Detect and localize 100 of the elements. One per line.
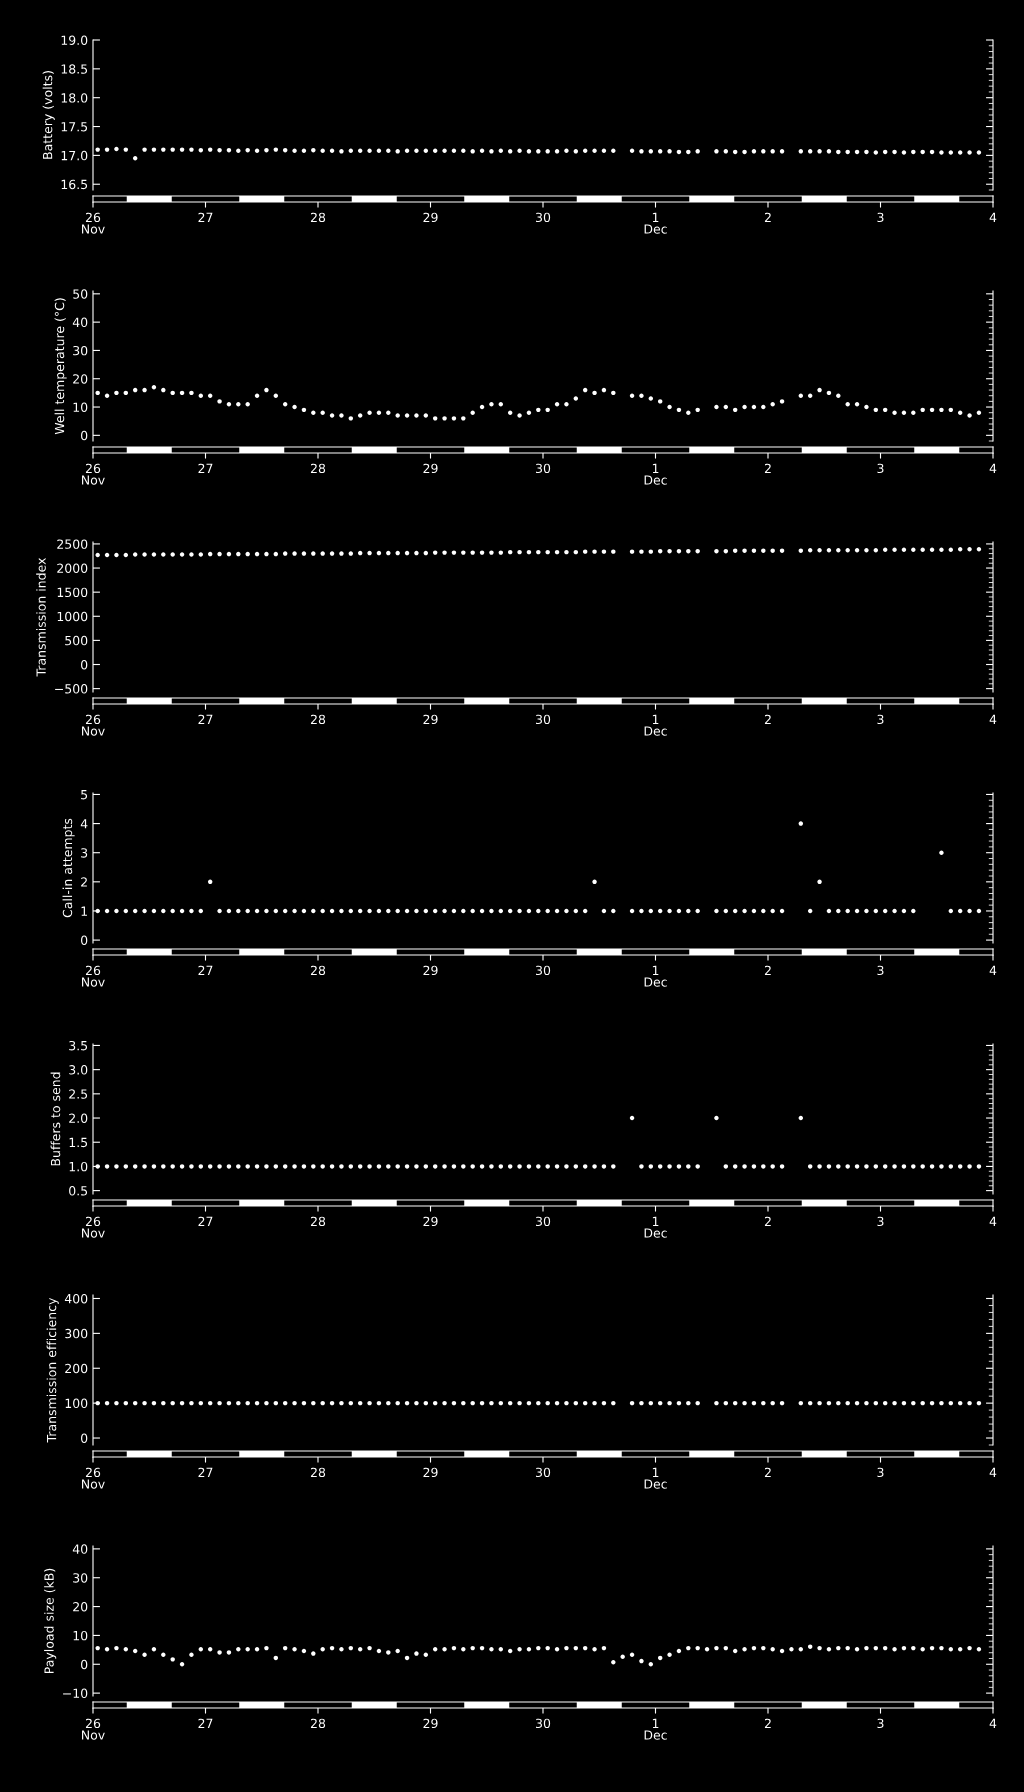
- x-tick-label: 29: [423, 714, 438, 725]
- y-tick-label: 16.5: [61, 179, 88, 190]
- y-tick-label: 0: [81, 1659, 88, 1670]
- x-tick-label: 4: [989, 1216, 997, 1226]
- x-tick-label: 27: [198, 1467, 213, 1477]
- y-tick-label: 18.0: [61, 93, 88, 103]
- y-tick-label: 10: [73, 402, 88, 412]
- x-tick-label: 2: [764, 1718, 771, 1728]
- x-tick-label: 29: [423, 965, 438, 976]
- y-tick-label: 1000: [57, 611, 88, 622]
- x-tick-label: 2: [764, 212, 771, 222]
- x-tick-label: 26 Nov: [82, 714, 105, 736]
- y-tick-label: 40: [72, 1544, 88, 1554]
- y-tick-label: 3.5: [69, 1040, 88, 1051]
- x-tick-label: 1 Dec: [644, 212, 667, 234]
- y-tick-label: 17.5: [61, 122, 88, 132]
- y-tick-label: 20: [73, 374, 88, 384]
- x-tick-label: 27: [198, 463, 213, 473]
- y-axis-title: Transmission efficiency: [46, 1297, 59, 1443]
- x-tick-label: 3: [877, 1467, 884, 1478]
- y-tick-label: 0: [81, 430, 88, 441]
- y-tick-label: 1500: [57, 587, 88, 598]
- x-tick-label: 3: [877, 1216, 884, 1227]
- x-tick-label: 27: [198, 714, 213, 724]
- y-tick-label: 0: [81, 935, 88, 946]
- x-tick-label: 29: [423, 1216, 438, 1227]
- y-axis-title: Transmission index: [36, 557, 46, 677]
- x-tick-label: 26 Nov: [82, 965, 105, 987]
- y-tick-label: 5: [81, 790, 88, 800]
- x-tick-label: 2: [764, 1467, 771, 1477]
- y-tick-label: 30: [73, 345, 88, 356]
- x-tick-label: 1 Dec: [644, 1718, 667, 1740]
- x-tick-label: 30: [536, 463, 551, 474]
- y-tick-label: 19.0: [61, 35, 88, 45]
- x-tick-label: 27: [198, 1216, 213, 1226]
- x-tick-label: 2: [764, 965, 771, 975]
- x-tick-label: 1 Dec: [644, 1216, 667, 1238]
- y-tick-label: 500: [65, 635, 88, 646]
- y-axis-title: Buffers to send: [50, 1072, 61, 1166]
- y-axis-title: Well temperature (°C): [54, 298, 67, 435]
- x-tick-label: 28: [310, 965, 326, 976]
- x-tick-label: 30: [536, 1467, 551, 1478]
- x-tick-label: 28: [310, 1718, 326, 1729]
- y-tick-label: 0: [81, 659, 88, 670]
- y-tick-label: 10: [73, 1630, 88, 1641]
- x-tick-label: 26 Nov: [82, 212, 105, 234]
- x-tick-label: 28: [310, 714, 326, 725]
- x-tick-label: 1 Dec: [644, 714, 667, 736]
- y-tick-label: 300: [65, 1328, 88, 1339]
- x-tick-label: 26 Nov: [82, 1467, 105, 1489]
- x-tick-label: 3: [877, 1718, 884, 1729]
- y-tick-label: 2000: [57, 563, 88, 573]
- x-tick-label: 4: [989, 1467, 997, 1477]
- y-tick-label: 30: [73, 1573, 88, 1583]
- x-tick-label: 30: [536, 965, 551, 976]
- x-tick-label: 26 Nov: [82, 463, 105, 485]
- x-tick-label: 28: [310, 1467, 326, 1478]
- x-tick-label: 27: [198, 212, 213, 222]
- x-tick-label: 2: [764, 714, 771, 724]
- y-tick-label: 50: [73, 289, 88, 299]
- x-tick-label: 1 Dec: [644, 965, 667, 987]
- x-tick-label: 30: [536, 212, 551, 223]
- x-tick-label: 26 Nov: [82, 1718, 105, 1740]
- x-tick-label: 3: [877, 714, 884, 725]
- y-tick-label: 400: [64, 1293, 88, 1304]
- y-tick-label: −500: [55, 684, 88, 694]
- y-axis-title: Battery (volts): [42, 71, 55, 159]
- x-tick-label: 29: [423, 463, 438, 474]
- x-tick-label: 27: [198, 965, 213, 975]
- y-tick-label: 200: [65, 1363, 88, 1374]
- x-tick-label: 1 Dec: [644, 463, 667, 485]
- y-axis-title: Payload size (kB): [44, 1568, 57, 1674]
- y-tick-label: 3.0: [69, 1065, 88, 1075]
- x-tick-label: 30: [536, 714, 551, 725]
- x-tick-label: 3: [877, 463, 884, 474]
- y-tick-label: 2.0: [69, 1113, 88, 1123]
- x-tick-label: 30: [536, 1216, 551, 1227]
- y-tick-label: 17.0: [61, 150, 88, 161]
- x-tick-label: 26 Nov: [82, 1216, 105, 1238]
- x-tick-label: 4: [989, 463, 997, 473]
- y-tick-label: 1.5: [69, 1137, 88, 1148]
- x-tick-label: 28: [310, 463, 326, 474]
- y-tick-label: 4: [80, 819, 88, 829]
- y-tick-label: 1: [81, 906, 87, 916]
- x-tick-label: 2: [764, 1216, 771, 1226]
- y-tick-label: 20: [73, 1602, 88, 1612]
- x-tick-label: 4: [989, 714, 997, 724]
- x-tick-label: 3: [877, 965, 884, 976]
- y-tick-label: 18.5: [61, 64, 88, 74]
- y-tick-label: 3: [81, 848, 88, 858]
- y-tick-label: 1.0: [69, 1161, 88, 1172]
- x-tick-label: 1 Dec: [644, 1467, 667, 1489]
- x-tick-label: 2: [764, 463, 771, 473]
- y-tick-label: 2500: [57, 539, 88, 549]
- x-tick-label: 3: [877, 212, 884, 223]
- y-tick-label: 0.5: [69, 1186, 88, 1196]
- y-tick-label: 40: [72, 317, 88, 328]
- x-tick-label: 29: [423, 1467, 438, 1478]
- y-tick-label: 2.5: [69, 1089, 88, 1099]
- x-tick-label: 28: [310, 212, 326, 223]
